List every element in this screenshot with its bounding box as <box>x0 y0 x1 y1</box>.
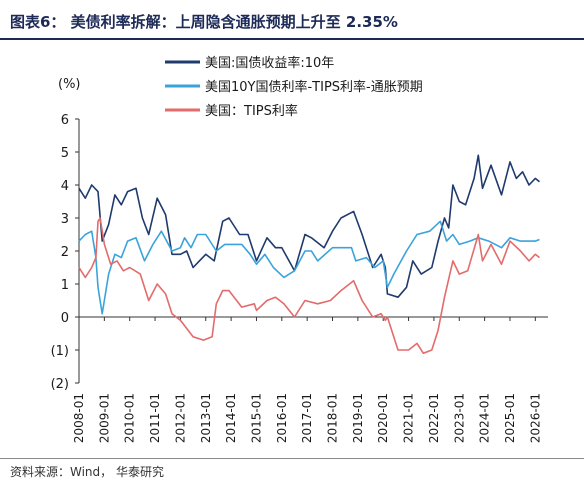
y-axis-unit-label: (%) <box>58 77 81 92</box>
x-tick-label: 2014-01 <box>224 393 238 443</box>
x-tick-label: 2026-01 <box>528 393 542 443</box>
figure-title: 图表6： 美债利率拆解：上周隐含通胀预期上升至 2.35% <box>10 13 398 31</box>
title-divider <box>0 38 584 40</box>
line-chart: (%) (2) (1) 0 1 2 3 4 5 6 2008-01 2009-01 2010-01 201… <box>51 55 548 443</box>
x-tick-label: 2023-01 <box>452 393 466 443</box>
y-tick-label: 0 <box>61 311 69 326</box>
legend-label-3: 美国：TIPS利率 <box>205 103 298 119</box>
series-line-2 <box>78 220 540 315</box>
y-tick-label: (2) <box>51 377 69 392</box>
source-divider <box>0 458 584 459</box>
series-line-3 <box>78 217 540 355</box>
x-tick-label: 2010-01 <box>123 393 137 443</box>
x-tick-label: 2021-01 <box>402 393 416 443</box>
x-tick-label: 2025-01 <box>503 393 517 443</box>
series-lines <box>78 154 540 355</box>
y-tick-label: 5 <box>61 146 69 161</box>
x-tick-label: 2018-01 <box>326 393 340 443</box>
x-tick-label: 2012-01 <box>173 393 187 443</box>
x-tick-label: 2022-01 <box>427 393 441 443</box>
source-note: 资料来源：Wind， 华泰研究 <box>10 465 164 479</box>
x-tick-label: 2016-01 <box>275 393 289 443</box>
x-tick-label: 2009-01 <box>97 393 111 443</box>
x-tick-label: 2011-01 <box>148 393 162 443</box>
legend: 美国:国债收益率:10年美国10Y国债利率-TIPS利率-通胀预期美国：TIPS… <box>165 55 423 119</box>
legend-label-2: 美国10Y国债利率-TIPS利率-通胀预期 <box>205 79 423 95</box>
legend-label-1: 美国:国债收益率:10年 <box>205 55 334 71</box>
x-tick-label: 2013-01 <box>199 393 213 443</box>
x-tick-label: 2024-01 <box>478 393 492 443</box>
y-tick-label: (1) <box>51 344 69 359</box>
x-tick-label: 2017-01 <box>300 393 314 443</box>
x-tick-label: 2020-01 <box>376 393 390 443</box>
y-tick-label: 1 <box>61 278 69 293</box>
series-line-1 <box>78 154 540 298</box>
axes: (%) (2) (1) 0 1 2 3 4 5 6 2008-01 2009-01 2010-01 201… <box>51 77 548 443</box>
y-tick-label: 3 <box>61 212 69 227</box>
y-tick-label: 2 <box>61 245 69 260</box>
x-tick-label: 2019-01 <box>351 393 365 443</box>
y-tick-label: 4 <box>61 179 69 194</box>
y-tick-label: 6 <box>61 113 69 128</box>
x-tick-label: 2008-01 <box>72 393 86 443</box>
x-tick-label: 2015-01 <box>249 393 263 443</box>
